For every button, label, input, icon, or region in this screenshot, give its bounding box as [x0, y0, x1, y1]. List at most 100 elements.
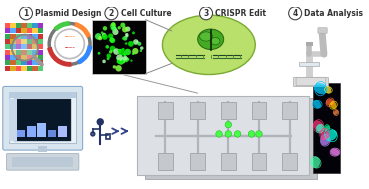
Bar [16, 44, 21, 49]
Circle shape [113, 48, 120, 55]
Ellipse shape [320, 129, 329, 139]
Circle shape [102, 33, 106, 37]
Circle shape [110, 38, 115, 43]
Circle shape [20, 7, 32, 20]
Circle shape [111, 22, 115, 26]
Bar [5, 23, 10, 28]
Bar [145, 98, 317, 179]
Bar [92, 20, 146, 74]
Circle shape [200, 7, 213, 20]
Circle shape [122, 26, 128, 33]
Text: 1: 1 [23, 9, 29, 18]
Bar [10, 44, 15, 49]
Bar [282, 102, 297, 119]
Bar [190, 102, 205, 119]
Circle shape [115, 65, 122, 71]
Circle shape [256, 131, 262, 137]
Text: ─────: ───── [64, 35, 75, 39]
Ellipse shape [313, 120, 323, 132]
Circle shape [123, 61, 125, 63]
Bar [32, 60, 38, 65]
Circle shape [111, 26, 117, 31]
Circle shape [119, 49, 121, 51]
Bar [27, 44, 32, 49]
Bar [9, 92, 76, 98]
Ellipse shape [311, 157, 320, 168]
Ellipse shape [325, 125, 330, 130]
Bar [5, 60, 10, 65]
FancyBboxPatch shape [3, 86, 83, 150]
Ellipse shape [317, 125, 323, 133]
Circle shape [133, 39, 138, 45]
Bar [16, 39, 21, 44]
Bar [5, 55, 10, 60]
Bar [27, 39, 32, 44]
Circle shape [109, 37, 114, 43]
FancyBboxPatch shape [293, 77, 328, 87]
Bar [27, 50, 32, 55]
Ellipse shape [200, 32, 213, 41]
Circle shape [130, 60, 132, 62]
Bar [252, 153, 266, 170]
Bar [27, 28, 32, 33]
Bar [5, 39, 10, 44]
Circle shape [125, 33, 128, 36]
Bar [12, 157, 73, 167]
Bar [282, 153, 297, 170]
Bar [38, 44, 43, 49]
Ellipse shape [211, 37, 220, 45]
Bar [21, 55, 27, 60]
Bar [38, 55, 43, 60]
Circle shape [101, 31, 103, 34]
Circle shape [125, 42, 127, 45]
Bar [9, 92, 76, 143]
Circle shape [123, 52, 127, 56]
Bar [16, 28, 21, 33]
Bar [299, 62, 319, 66]
Bar [9, 99, 17, 141]
Circle shape [132, 48, 138, 54]
Circle shape [98, 52, 100, 55]
Circle shape [110, 23, 116, 29]
Bar [10, 55, 15, 60]
Bar [5, 34, 10, 39]
Circle shape [132, 52, 135, 55]
Bar [10, 23, 15, 28]
Ellipse shape [162, 15, 255, 74]
Text: ─────: ───── [64, 46, 75, 50]
Ellipse shape [314, 83, 327, 94]
Circle shape [116, 54, 123, 61]
Circle shape [95, 33, 101, 40]
Circle shape [112, 29, 118, 35]
Bar [16, 34, 21, 39]
Bar [21, 34, 27, 39]
Bar [10, 34, 15, 39]
Bar [158, 153, 173, 170]
Ellipse shape [313, 100, 321, 108]
Circle shape [123, 36, 127, 41]
Bar [10, 28, 15, 33]
Circle shape [113, 27, 117, 31]
Circle shape [117, 60, 121, 64]
Ellipse shape [326, 87, 331, 93]
Bar [38, 50, 43, 55]
Bar [221, 102, 236, 119]
Bar [38, 66, 43, 71]
Bar [21, 23, 27, 28]
Ellipse shape [325, 130, 337, 141]
Bar [16, 60, 21, 65]
FancyBboxPatch shape [318, 28, 327, 33]
Circle shape [289, 7, 301, 20]
Text: 2: 2 [109, 9, 114, 18]
Bar [32, 39, 38, 44]
Bar [221, 153, 236, 170]
Bar [38, 39, 43, 44]
Circle shape [97, 118, 104, 126]
Circle shape [132, 31, 135, 34]
Bar [38, 146, 47, 152]
Bar [17, 130, 25, 137]
Circle shape [107, 57, 110, 60]
Ellipse shape [326, 99, 334, 106]
FancyBboxPatch shape [7, 153, 79, 170]
Bar [16, 23, 21, 28]
